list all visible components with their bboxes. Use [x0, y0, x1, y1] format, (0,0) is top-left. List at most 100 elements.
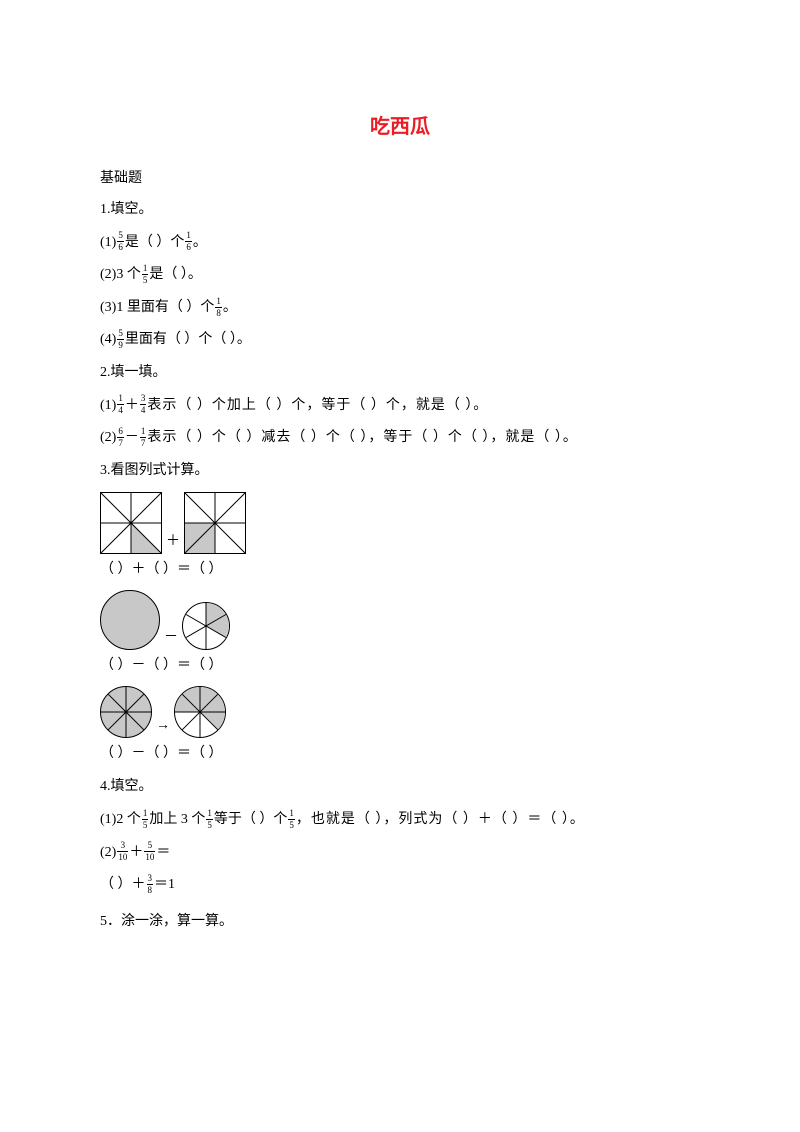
circle-eighths-full	[100, 686, 152, 738]
frac-num: 6	[117, 427, 124, 437]
q1-1-mid: 是（ ）个	[125, 230, 185, 257]
q1-1-suffix: 。	[193, 230, 207, 257]
frac-den: 7	[117, 437, 124, 448]
q1-item-1: (1) 5 6 是（ ）个 1 6 。	[100, 230, 700, 257]
q3-row3-diagram: →	[100, 686, 700, 738]
q2-2-rest: 表示（ ）个（ ）减去（ ）个（ ），等于（ ）个（ ），就是（ ）。	[147, 425, 578, 452]
fraction: 1 8	[215, 297, 222, 318]
frac-den: 4	[117, 404, 124, 415]
q4-3-pre: （ ）＋	[100, 872, 146, 899]
frac-num: 1	[206, 809, 213, 819]
plus-icon: ＋	[166, 530, 180, 550]
q2-item-2: (2) 6 7 － 1 7 表示（ ）个（ ）减去（ ）个（ ），等于（ ）个（…	[100, 425, 700, 452]
frac-num: 3	[120, 841, 127, 851]
frac-den: 6	[117, 241, 124, 252]
op-plus: ＋	[125, 393, 139, 420]
op-plus: ＋	[129, 840, 143, 867]
q1-heading: 1.填空。	[100, 197, 700, 224]
q3-row2-answer: （ ）－（ ）＝（ ）	[100, 654, 700, 674]
q3-row2-diagram: －	[100, 590, 700, 650]
q4-1-b: 加上 3 个	[149, 807, 205, 834]
q4-heading: 4.填空。	[100, 774, 700, 801]
frac-num: 5	[117, 231, 124, 241]
arrow-right-icon: →	[156, 718, 170, 734]
fraction: 1 4	[117, 394, 124, 415]
q2-heading: 2.填一填。	[100, 360, 700, 387]
frac-den: 6	[185, 241, 192, 252]
q1-1-prefix: (1)	[100, 230, 116, 257]
frac-num: 1	[142, 264, 149, 274]
fraction: 1 5	[288, 809, 295, 830]
minus-icon: －	[164, 626, 178, 646]
q1-item-3: (3)1 里面有（ ）个 1 8 。	[100, 295, 700, 322]
frac-den: 10	[117, 851, 128, 862]
q1-4-suffix: 里面有（ ）个（ ）。	[125, 327, 251, 354]
circle-sixths-shaded-2	[182, 602, 230, 650]
q4-1-c: 等于（ ）个	[214, 807, 288, 834]
fraction: 1 5	[142, 264, 149, 285]
fraction: 3 8	[147, 874, 154, 895]
fraction: 1 5	[206, 809, 213, 830]
frac-num: 1	[117, 394, 124, 404]
section-basic-label: 基础题	[100, 167, 700, 187]
q2-item-1: (1) 1 4 ＋ 3 4 表示（ ）个加上（ ）个，等于（ ）个，就是（ ）。	[100, 393, 700, 420]
frac-num: 5	[147, 841, 154, 851]
q4-item-1: (1)2 个 1 5 加上 3 个 1 5 等于（ ）个 1 5 ，也就是（ ）…	[100, 807, 700, 834]
fraction: 5 6	[117, 231, 124, 252]
q1-4-prefix: (4)	[100, 327, 116, 354]
q4-2-eq: ＝	[156, 840, 170, 867]
frac-den: 8	[147, 884, 154, 895]
frac-den: 7	[140, 437, 147, 448]
frac-num: 1	[215, 297, 222, 307]
q2-2-prefix: (2)	[100, 425, 116, 452]
q2-1-prefix: (1)	[100, 393, 116, 420]
fraction: 6 7	[117, 427, 124, 448]
frac-num: 1	[140, 427, 147, 437]
fraction: 3 4	[140, 394, 147, 415]
frac-den: 4	[140, 404, 147, 415]
frac-den: 5	[142, 274, 149, 285]
frac-den: 10	[144, 851, 155, 862]
q3-heading: 3.看图列式计算。	[100, 458, 700, 485]
fraction: 3 10	[117, 841, 128, 862]
frac-num: 5	[117, 329, 124, 339]
frac-num: 1	[142, 809, 149, 819]
frac-num: 1	[288, 809, 295, 819]
q4-item-3: （ ）＋ 3 8 ＝1	[100, 872, 700, 899]
q2-1-rest: 表示（ ）个加上（ ）个，等于（ ）个，就是（ ）。	[147, 393, 488, 420]
frac-num: 1	[185, 231, 192, 241]
square-eighths-shaded-2	[184, 492, 246, 554]
q3-row1-answer: （ ）＋（ ）＝（ ）	[100, 558, 700, 578]
q4-1-d: ，也就是（ ），列式为（ ）＋（ ）＝（ ）。	[296, 807, 585, 834]
fraction: 1 6	[185, 231, 192, 252]
frac-den: 5	[288, 819, 295, 830]
frac-den: 9	[117, 339, 124, 350]
frac-num: 3	[147, 874, 154, 884]
q1-item-2: (2)3 个 1 5 是（ ）。	[100, 262, 700, 289]
q1-2-prefix: (2)3 个	[100, 262, 141, 289]
circle-whole-shaded	[100, 590, 160, 650]
q3-row3-answer: （ ）－（ ）＝（ ）	[100, 742, 700, 762]
fraction: 5 9	[117, 329, 124, 350]
frac-den: 5	[142, 819, 149, 830]
q3-row1-diagram: ＋	[100, 492, 700, 554]
q5-heading: 5．涂一涂，算一算。	[100, 909, 700, 936]
fraction: 1 7	[140, 427, 147, 448]
q4-3-eq: ＝1	[154, 872, 175, 899]
q1-item-4: (4) 5 9 里面有（ ）个（ ）。	[100, 327, 700, 354]
q1-3-suffix: 。	[223, 295, 237, 322]
fraction: 1 5	[142, 809, 149, 830]
circle-eighths-shaded-5	[174, 686, 226, 738]
fraction: 5 10	[144, 841, 155, 862]
q1-2-suffix: 是（ ）。	[149, 262, 202, 289]
square-eighths-shaded-1	[100, 492, 162, 554]
frac-num: 3	[140, 394, 147, 404]
q4-2-pre: (2)	[100, 840, 116, 867]
q1-3-prefix: (3)1 里面有（ ）个	[100, 295, 214, 322]
op-minus: －	[125, 425, 139, 452]
q4-1-a: (1)2 个	[100, 807, 141, 834]
frac-den: 8	[215, 307, 222, 318]
q4-item-2: (2) 3 10 ＋ 5 10 ＝	[100, 840, 700, 867]
page-title: 吃西瓜	[100, 110, 700, 139]
frac-den: 5	[206, 819, 213, 830]
